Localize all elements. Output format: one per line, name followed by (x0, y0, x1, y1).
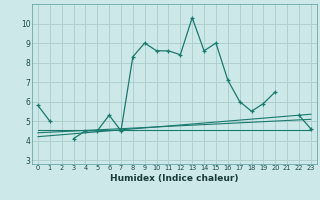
X-axis label: Humidex (Indice chaleur): Humidex (Indice chaleur) (110, 174, 239, 183)
